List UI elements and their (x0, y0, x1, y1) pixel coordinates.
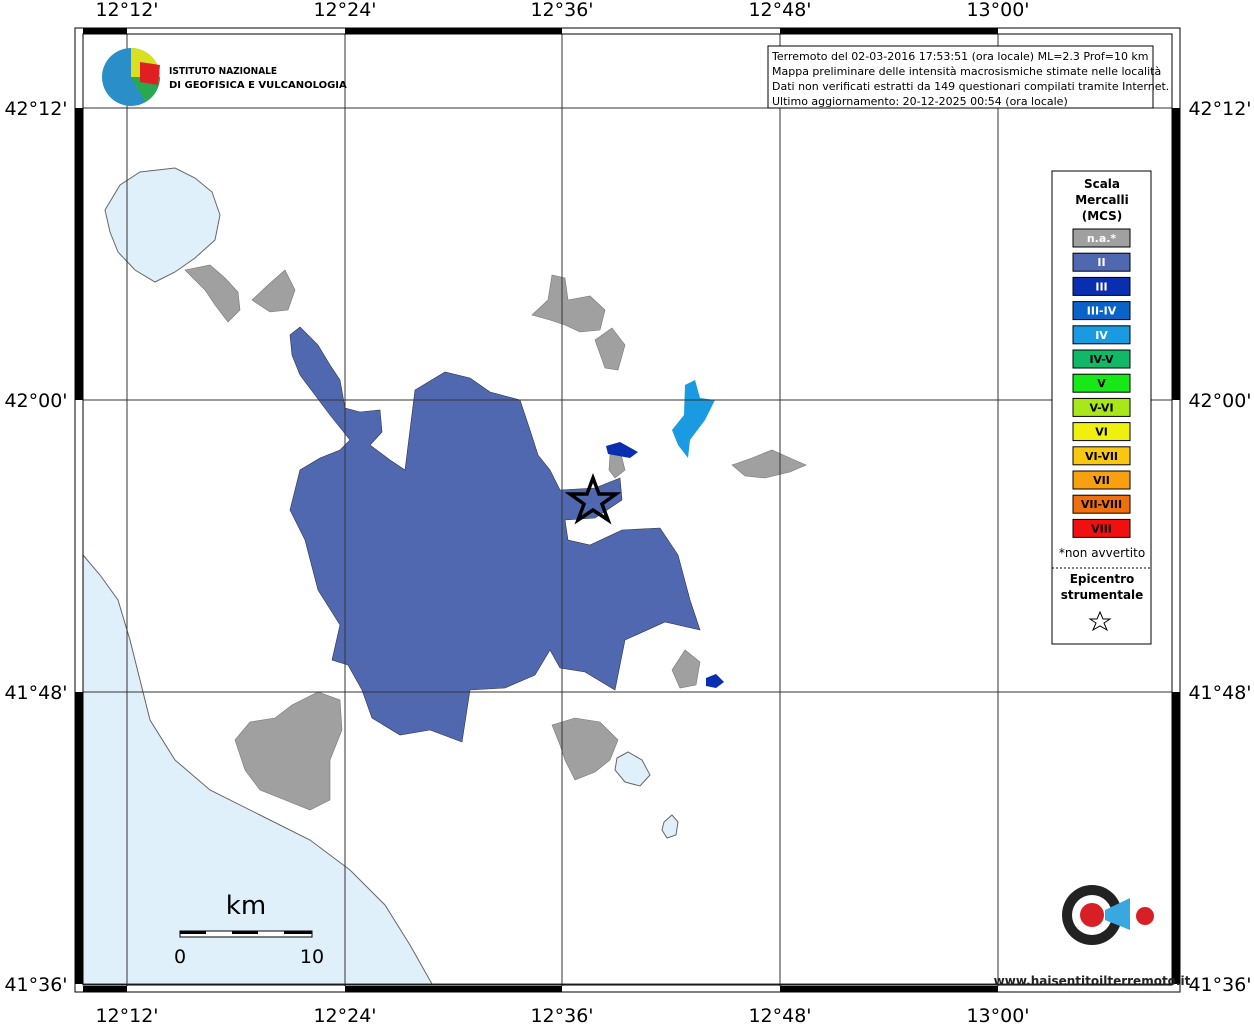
town (184, 264, 241, 323)
latitude-label: 42°12' (4, 98, 67, 120)
latitude-label: 42°00' (1188, 390, 1251, 412)
longitude-label: 12°24' (313, 1005, 376, 1024)
info-line: Ultimo aggiornamento: 20-12-2025 00:54 (… (772, 95, 1068, 108)
legend-label: VII (1093, 474, 1110, 487)
logo-text: DI GEOFISICA E VULCANOLOGIA (169, 80, 347, 91)
legend-title: (MCS) (1082, 209, 1123, 223)
scale-label: 0 (174, 946, 186, 968)
epicenter (564, 473, 622, 525)
town (234, 691, 343, 811)
lake (104, 167, 221, 283)
longitude-label: 13°00' (966, 1005, 1029, 1024)
legend-swatch (1072, 325, 1131, 345)
frame-bars (75, 28, 1180, 992)
legend-note: *non avvertito (1059, 546, 1145, 560)
scale-label: 10 (300, 946, 324, 968)
legend-epicenter: Epicentro (1070, 572, 1135, 586)
legend-label: V-VI (1089, 401, 1113, 414)
longitude-label: 12°36' (530, 0, 593, 21)
legend-swatch (1072, 301, 1131, 321)
info-box (767, 45, 1154, 109)
lake (614, 751, 651, 787)
legend-label: VI-VII (1085, 450, 1118, 463)
legend-label: V (1097, 377, 1106, 390)
town (671, 649, 701, 689)
legend-label: II (1097, 256, 1105, 269)
legend-swatch (1072, 470, 1131, 490)
legend-title: Scala (1084, 177, 1120, 191)
legend-epicenter: strumentale (1061, 588, 1144, 602)
latitude-label: 41°36' (1188, 974, 1251, 996)
legend-label: VIII (1091, 522, 1112, 535)
logo-text: ISTITUTO NAZIONALE (169, 66, 277, 77)
intensity-area (706, 674, 724, 688)
legend-swatch (1072, 494, 1131, 514)
legend-swatch (1072, 252, 1131, 272)
legend-label: VII-VIII (1081, 498, 1122, 511)
town (531, 274, 606, 333)
latitude-label: 42°12' (1188, 98, 1251, 120)
legend-swatch (1072, 422, 1131, 442)
longitude-label: 12°24' (313, 0, 376, 21)
latitude-label: 41°48' (4, 682, 67, 704)
lake (661, 814, 679, 839)
legend-star (1088, 610, 1112, 632)
latitude-label: 41°48' (1188, 682, 1251, 704)
longitude-label: 13°00' (966, 0, 1029, 21)
scale-unit: km (226, 891, 266, 921)
town (731, 449, 807, 479)
intensity-area (606, 442, 638, 458)
site-url: www.haisentitoilterremoto.it (994, 974, 1191, 988)
legend-label: III-IV (1087, 305, 1117, 318)
frame (74, 27, 1181, 993)
intensity-area (672, 380, 715, 458)
legend-title: Mercalli (1075, 193, 1129, 207)
legend-swatch (1072, 373, 1131, 393)
town (251, 269, 296, 313)
longitude-label: 12°48' (748, 1005, 811, 1024)
legend-swatch (1072, 228, 1131, 248)
legend-swatch (1072, 276, 1131, 296)
legend-swatch (1072, 397, 1131, 417)
intensity-area (289, 326, 701, 743)
longitude-label: 12°48' (748, 0, 811, 21)
legend-swatch (1072, 446, 1131, 466)
legend-label: VI (1095, 426, 1108, 439)
legend-label: n.a.* (1087, 232, 1117, 245)
info-line: Terremoto del 02-03-2016 17:53:51 (ora l… (771, 50, 1149, 63)
info-line: Mappa preliminare delle intensità macros… (772, 65, 1161, 78)
latitude-label: 42°00' (4, 390, 67, 412)
frame (82, 33, 1173, 986)
legend-swatch (1072, 518, 1131, 538)
latitude-label: 41°36' (4, 974, 67, 996)
legend-label: IV (1095, 329, 1108, 342)
longitude-label: 12°36' (530, 1005, 593, 1024)
legend-label: III (1095, 280, 1107, 293)
town (594, 327, 626, 371)
longitude-label: 12°12' (95, 0, 158, 21)
legend-swatch (1072, 349, 1131, 369)
info-line: Dati non verificati estratti da 149 ques… (772, 80, 1169, 93)
legend-label: IV-V (1089, 353, 1114, 366)
longitude-label: 12°12' (95, 1005, 158, 1024)
